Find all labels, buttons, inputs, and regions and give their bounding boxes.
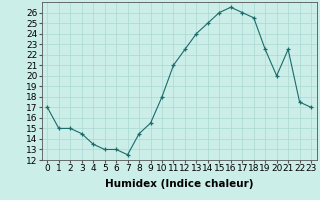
X-axis label: Humidex (Indice chaleur): Humidex (Indice chaleur) xyxy=(105,179,253,189)
